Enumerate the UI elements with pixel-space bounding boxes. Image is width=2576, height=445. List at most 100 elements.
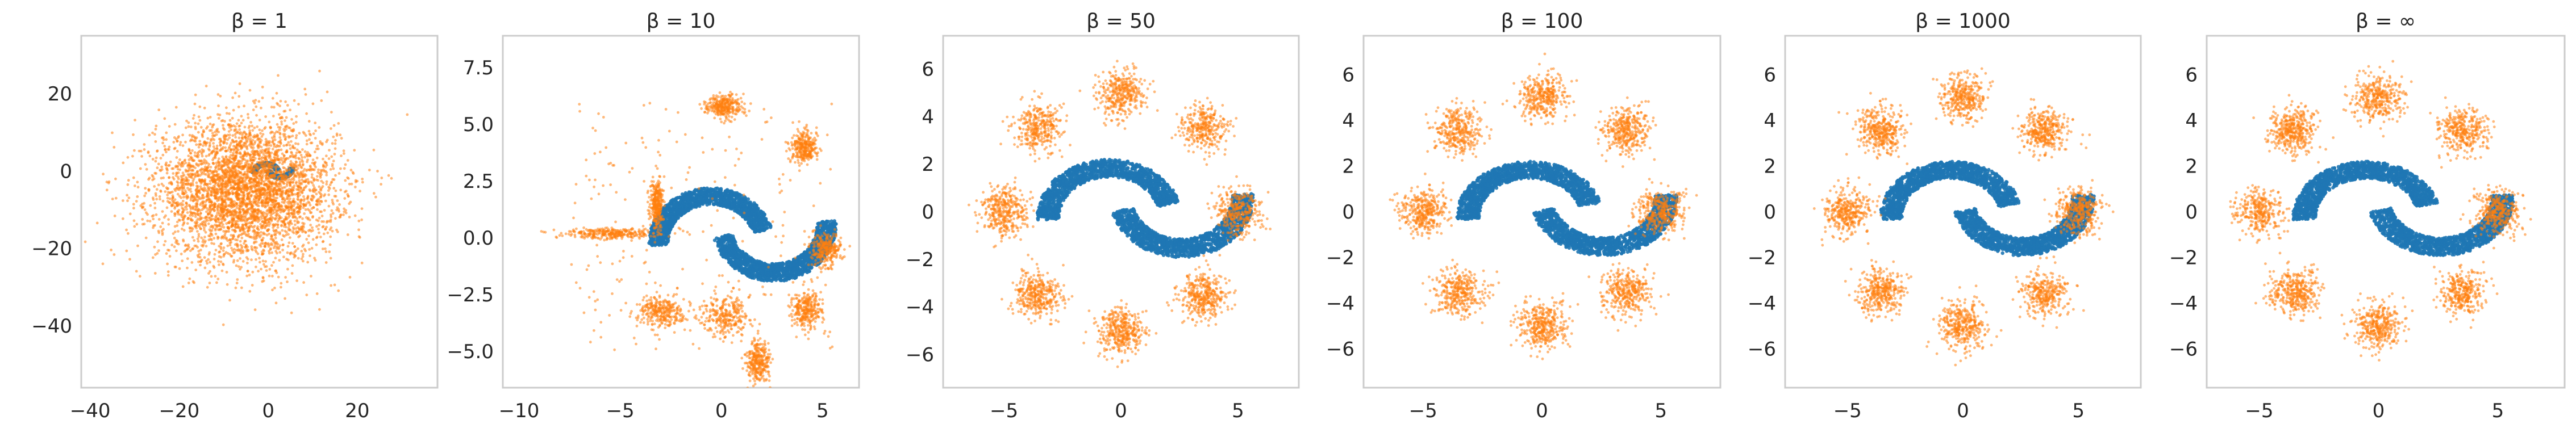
- samples-point: [281, 174, 284, 177]
- samples-point: [205, 245, 208, 247]
- samples-point: [212, 145, 215, 148]
- samples-point: [139, 204, 143, 207]
- samples-point: [151, 174, 154, 177]
- samples-point: [265, 269, 268, 272]
- samples-point: [239, 267, 241, 271]
- samples-point: [199, 185, 202, 188]
- samples-point: [181, 211, 185, 214]
- samples-point: [301, 255, 305, 258]
- samples-point: [262, 231, 265, 234]
- samples-point: [273, 136, 276, 139]
- samples-point: [330, 155, 334, 158]
- samples-point: [252, 235, 256, 238]
- samples-point: [203, 106, 206, 110]
- samples-point: [186, 257, 189, 261]
- samples-point: [163, 145, 166, 148]
- samples-point: [189, 205, 192, 209]
- samples-point: [250, 247, 253, 250]
- samples-point: [310, 198, 312, 200]
- samples-point: [254, 171, 257, 174]
- samples-point: [165, 186, 168, 190]
- samples-point: [271, 168, 274, 171]
- samples-point: [216, 278, 220, 280]
- samples-point: [197, 224, 200, 227]
- samples-point: [302, 259, 305, 263]
- samples-point: [195, 226, 198, 230]
- samples-point: [257, 232, 261, 235]
- samples-point: [243, 199, 247, 202]
- samples-point: [320, 179, 323, 183]
- samples-point: [258, 153, 261, 156]
- samples-point: [308, 219, 311, 221]
- samples-point: [211, 214, 214, 217]
- samples-point: [155, 156, 158, 159]
- samples-point: [298, 132, 301, 135]
- samples-point: [220, 178, 223, 180]
- samples-point: [185, 119, 188, 123]
- samples-point: [183, 214, 186, 217]
- samples-point: [240, 148, 243, 150]
- samples-point: [111, 131, 114, 135]
- samples-point: [287, 136, 290, 139]
- samples-point: [281, 229, 284, 232]
- samples-point: [290, 191, 293, 194]
- samples-point: [309, 204, 312, 207]
- samples-point: [214, 196, 217, 200]
- samples-point: [207, 216, 211, 219]
- samples-point: [210, 129, 213, 132]
- samples-point: [328, 183, 332, 186]
- samples-point: [213, 178, 216, 180]
- samples-point: [260, 157, 263, 160]
- samples-point: [157, 231, 161, 234]
- samples-point: [282, 243, 285, 246]
- samples-point: [262, 222, 266, 225]
- samples-point: [214, 180, 217, 183]
- samples-point: [216, 93, 220, 96]
- samples-point: [310, 176, 314, 179]
- samples-point: [323, 209, 326, 212]
- samples-point: [346, 159, 349, 162]
- samples-point: [260, 267, 262, 271]
- samples-point: [213, 224, 216, 226]
- samples-point: [293, 213, 296, 216]
- samples-point: [238, 82, 241, 85]
- samples-point: [261, 204, 264, 207]
- samples-point: [215, 133, 218, 136]
- samples-point: [208, 141, 211, 145]
- samples-point: [256, 196, 259, 199]
- samples-point: [346, 233, 349, 236]
- samples-point: [295, 207, 298, 210]
- samples-point: [266, 208, 269, 212]
- samples-point: [203, 206, 206, 209]
- samples-point: [255, 235, 257, 238]
- samples-point: [102, 173, 105, 176]
- samples-point: [322, 168, 325, 171]
- samples-point: [187, 282, 190, 284]
- samples-point: [222, 249, 225, 252]
- samples-point: [329, 168, 332, 171]
- samples-point: [224, 168, 228, 171]
- samples-point: [143, 148, 146, 151]
- samples-point: [236, 220, 240, 222]
- samples-point: [147, 189, 151, 192]
- samples-point: [269, 170, 273, 173]
- samples-point: [261, 167, 264, 171]
- samples-point: [168, 148, 170, 151]
- samples-point: [342, 213, 345, 216]
- samples-point: [228, 133, 231, 137]
- samples-point: [214, 275, 217, 278]
- samples-point: [275, 91, 278, 95]
- samples-point: [240, 167, 243, 171]
- samples-point: [271, 148, 274, 151]
- samples-point: [310, 173, 314, 176]
- samples-point: [241, 249, 245, 253]
- samples-point: [203, 236, 206, 239]
- samples-point: [270, 251, 273, 254]
- samples-point: [284, 198, 286, 201]
- samples-point: [212, 237, 216, 240]
- samples-point: [290, 272, 294, 275]
- samples-point: [294, 182, 298, 185]
- samples-point: [273, 138, 277, 141]
- samples-point: [290, 212, 293, 215]
- samples-point: [235, 162, 238, 165]
